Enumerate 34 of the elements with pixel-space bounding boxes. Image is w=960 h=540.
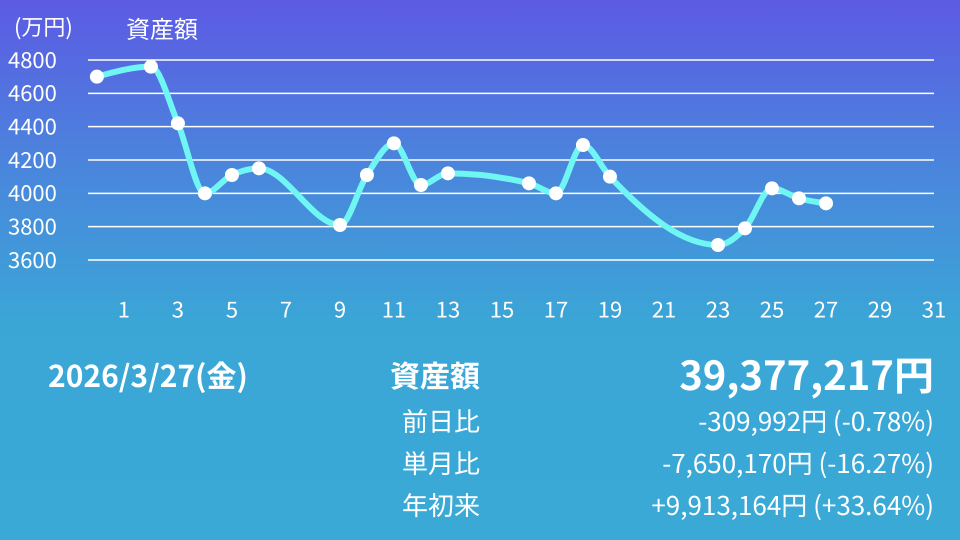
x-tick-label: 29 [868,292,892,325]
x-tick-label: 1 [118,292,130,325]
y-tick-label: 3800 [8,209,57,242]
x-tick-label: 25 [760,292,784,325]
text: +9,913,164円 (+33.64%) [651,486,934,523]
x-tick-label: 21 [652,292,676,325]
x-tick-label: 17 [544,292,568,325]
chart-title: 資産額 [126,10,198,45]
x-tick-label: 3 [172,292,184,325]
x-tick-label: 27 [814,292,838,325]
text: 年初来 [402,486,480,523]
x-tick-label: 7 [280,292,292,325]
text: -309,992円 (-0.78%) [698,402,934,439]
y-tick-label: 3600 [8,242,57,275]
y-tick-label: 4800 [8,42,57,75]
text: 2026/3/27(金) [48,352,248,396]
y-tick-label: 4400 [8,109,57,142]
text: 単月比 [402,444,480,481]
x-tick-label: 11 [382,292,406,325]
text: 前日比 [402,402,480,439]
x-tick-label: 31 [922,292,946,325]
y-tick-label: 4600 [8,76,57,108]
x-tick-label: 13 [436,292,460,325]
text: 39,377,217円 [679,344,934,402]
text: 資産額 [390,352,480,396]
y-tick-label: 4200 [8,142,57,175]
x-tick-label: 9 [334,292,346,325]
x-tick-label: 19 [598,292,622,325]
x-tick-label: 15 [490,292,514,325]
x-tick-label: 5 [226,292,238,325]
x-tick-label: 23 [706,292,730,325]
y-tick-label: 4000 [8,176,57,208]
y-axis-title: (万円) [14,10,73,42]
text: -7,650,170円 (-16.27%) [662,444,934,481]
